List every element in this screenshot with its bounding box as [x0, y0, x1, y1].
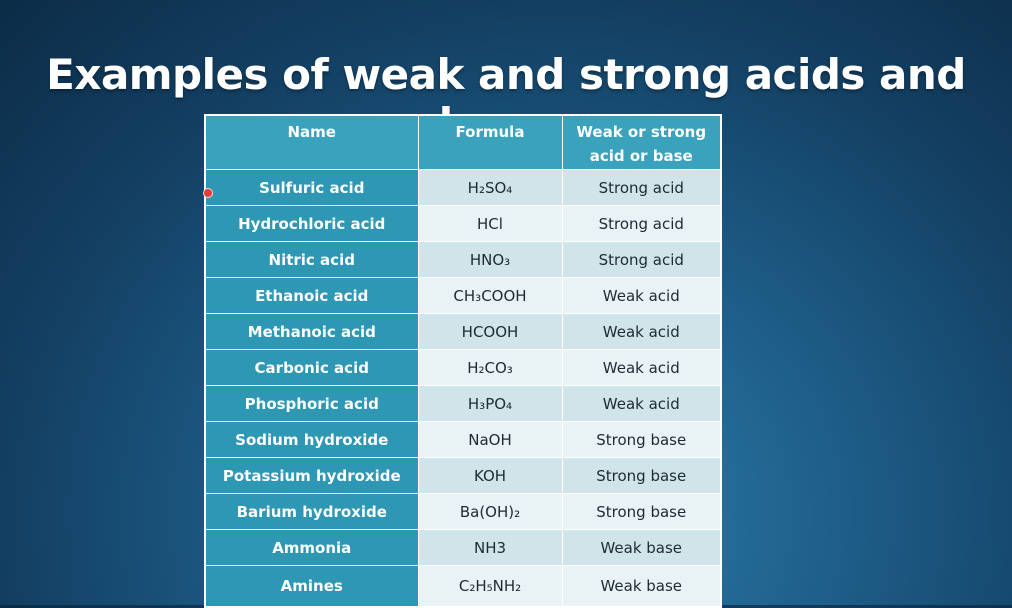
- row-formula: HNO₃: [417, 241, 563, 278]
- row-name: Potassium hydroxide: [204, 457, 419, 494]
- table-row: Nitric acid HNO₃ Strong acid: [204, 241, 722, 278]
- row-formula: H₂SO₄: [417, 169, 563, 206]
- table-row: Ammonia NH3 Weak base: [204, 529, 722, 566]
- row-type: Strong acid: [561, 241, 722, 278]
- row-formula: H₂CO₃: [417, 349, 563, 386]
- row-formula: CH₃COOH: [417, 277, 563, 314]
- row-name: Ethanoic acid: [204, 277, 419, 314]
- header-formula: Formula: [417, 114, 563, 170]
- table-row: Ethanoic acid CH₃COOH Weak acid: [204, 277, 722, 314]
- row-name: Sulfuric acid: [204, 169, 419, 206]
- row-name: Ammonia: [204, 529, 419, 566]
- row-name: Nitric acid: [204, 241, 419, 278]
- row-formula: H₃PO₄: [417, 385, 563, 422]
- acids-bases-table: Name Formula Weak or strong acid or base…: [204, 114, 722, 608]
- table-row: Sodium hydroxide NaOH Strong base: [204, 421, 722, 458]
- table-row: Carbonic acid H₂CO₃ Weak acid: [204, 349, 722, 386]
- row-type: Strong base: [561, 457, 722, 494]
- table-row: Barium hydroxide Ba(OH)₂ Strong base: [204, 493, 722, 530]
- table-row: Methanoic acid HCOOH Weak acid: [204, 313, 722, 350]
- row-name: Hydrochloric acid: [204, 205, 419, 242]
- row-name: Carbonic acid: [204, 349, 419, 386]
- row-name: Sodium hydroxide: [204, 421, 419, 458]
- table-row: Hydrochloric acid HCl Strong acid: [204, 205, 722, 242]
- row-type: Strong acid: [561, 205, 722, 242]
- row-formula: HCOOH: [417, 313, 563, 350]
- table-row: Sulfuric acid H₂SO₄ Strong acid: [204, 169, 722, 206]
- table-row: Potassium hydroxide KOH Strong base: [204, 457, 722, 494]
- laser-pointer-dot: [203, 188, 213, 198]
- row-type: Weak acid: [561, 313, 722, 350]
- header-type: Weak or strong acid or base: [561, 114, 722, 170]
- row-formula: C₂H₅NH₂: [417, 565, 563, 608]
- table-row: Phosphoric acid H₃PO₄ Weak acid: [204, 385, 722, 422]
- row-formula: Ba(OH)₂: [417, 493, 563, 530]
- row-formula: HCl: [417, 205, 563, 242]
- row-type: Weak base: [561, 529, 722, 566]
- row-type: Strong base: [561, 421, 722, 458]
- row-type: Strong base: [561, 493, 722, 530]
- row-name: Phosphoric acid: [204, 385, 419, 422]
- row-name: Barium hydroxide: [204, 493, 419, 530]
- row-type: Strong acid: [561, 169, 722, 206]
- row-name: Methanoic acid: [204, 313, 419, 350]
- row-type: Weak acid: [561, 349, 722, 386]
- row-name: Amines: [204, 565, 419, 608]
- row-formula: NH3: [417, 529, 563, 566]
- table-row: Amines C₂H₅NH₂ Weak base: [204, 565, 722, 608]
- table-header-row: Name Formula Weak or strong acid or base: [204, 114, 722, 170]
- row-formula: NaOH: [417, 421, 563, 458]
- row-formula: KOH: [417, 457, 563, 494]
- row-type: Weak acid: [561, 277, 722, 314]
- row-type: Weak base: [561, 565, 722, 608]
- row-type: Weak acid: [561, 385, 722, 422]
- header-name: Name: [204, 114, 419, 170]
